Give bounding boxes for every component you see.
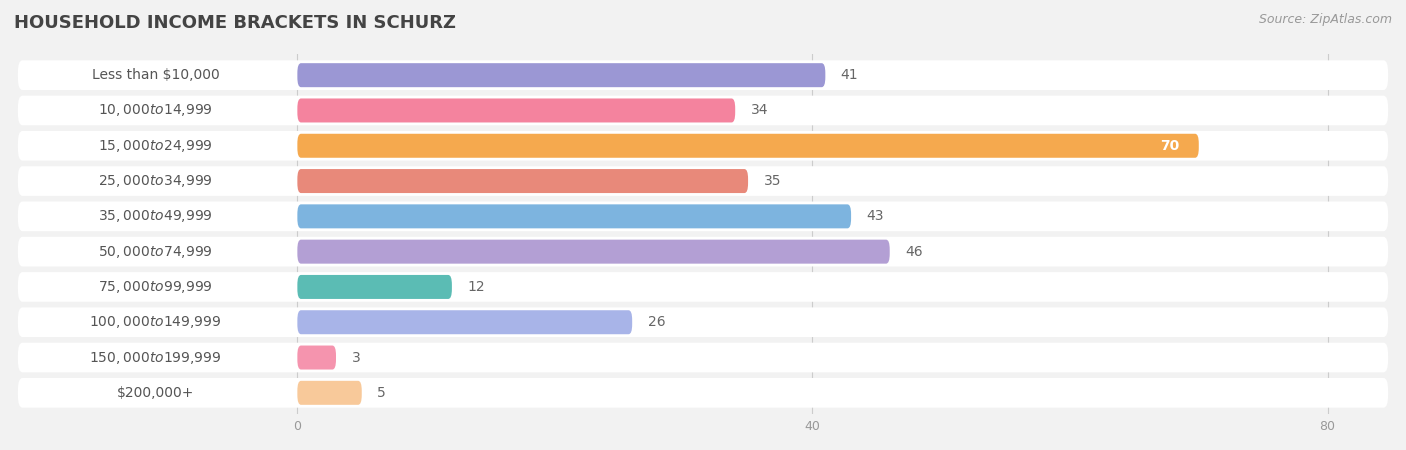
FancyBboxPatch shape: [297, 275, 451, 299]
Text: 26: 26: [648, 315, 665, 329]
FancyBboxPatch shape: [297, 381, 361, 405]
FancyBboxPatch shape: [21, 99, 291, 122]
Text: 43: 43: [866, 209, 884, 223]
FancyBboxPatch shape: [297, 99, 735, 122]
FancyBboxPatch shape: [18, 307, 1388, 337]
FancyBboxPatch shape: [297, 346, 336, 369]
FancyBboxPatch shape: [18, 131, 1388, 161]
FancyBboxPatch shape: [18, 202, 1388, 231]
Text: Source: ZipAtlas.com: Source: ZipAtlas.com: [1258, 14, 1392, 27]
Text: 3: 3: [352, 351, 360, 364]
Text: Less than $10,000: Less than $10,000: [91, 68, 219, 82]
FancyBboxPatch shape: [297, 310, 633, 334]
FancyBboxPatch shape: [18, 272, 1388, 302]
Text: 46: 46: [905, 245, 922, 259]
Text: $50,000 to $74,999: $50,000 to $74,999: [98, 243, 214, 260]
FancyBboxPatch shape: [21, 275, 291, 299]
FancyBboxPatch shape: [18, 237, 1388, 266]
FancyBboxPatch shape: [18, 378, 1388, 408]
Text: $100,000 to $149,999: $100,000 to $149,999: [90, 314, 222, 330]
Text: 12: 12: [467, 280, 485, 294]
FancyBboxPatch shape: [297, 63, 825, 87]
Text: 35: 35: [763, 174, 780, 188]
FancyBboxPatch shape: [21, 381, 291, 405]
Text: 34: 34: [751, 104, 768, 117]
FancyBboxPatch shape: [297, 240, 890, 264]
Text: 41: 41: [841, 68, 859, 82]
Text: $150,000 to $199,999: $150,000 to $199,999: [90, 350, 222, 365]
FancyBboxPatch shape: [21, 240, 291, 264]
FancyBboxPatch shape: [21, 310, 291, 334]
Text: HOUSEHOLD INCOME BRACKETS IN SCHURZ: HOUSEHOLD INCOME BRACKETS IN SCHURZ: [14, 14, 456, 32]
FancyBboxPatch shape: [21, 134, 291, 158]
FancyBboxPatch shape: [21, 169, 291, 193]
Text: $35,000 to $49,999: $35,000 to $49,999: [98, 208, 214, 225]
FancyBboxPatch shape: [18, 60, 1388, 90]
FancyBboxPatch shape: [18, 96, 1388, 125]
FancyBboxPatch shape: [21, 63, 291, 87]
Text: $75,000 to $99,999: $75,000 to $99,999: [98, 279, 214, 295]
FancyBboxPatch shape: [21, 346, 291, 369]
Text: $15,000 to $24,999: $15,000 to $24,999: [98, 138, 214, 154]
Text: $25,000 to $34,999: $25,000 to $34,999: [98, 173, 214, 189]
FancyBboxPatch shape: [297, 204, 851, 228]
Text: 5: 5: [377, 386, 387, 400]
FancyBboxPatch shape: [297, 169, 748, 193]
Text: $10,000 to $14,999: $10,000 to $14,999: [98, 103, 214, 118]
FancyBboxPatch shape: [18, 343, 1388, 372]
FancyBboxPatch shape: [21, 204, 291, 228]
Text: $200,000+: $200,000+: [117, 386, 194, 400]
FancyBboxPatch shape: [18, 166, 1388, 196]
FancyBboxPatch shape: [297, 134, 1199, 158]
Text: 70: 70: [1160, 139, 1180, 153]
